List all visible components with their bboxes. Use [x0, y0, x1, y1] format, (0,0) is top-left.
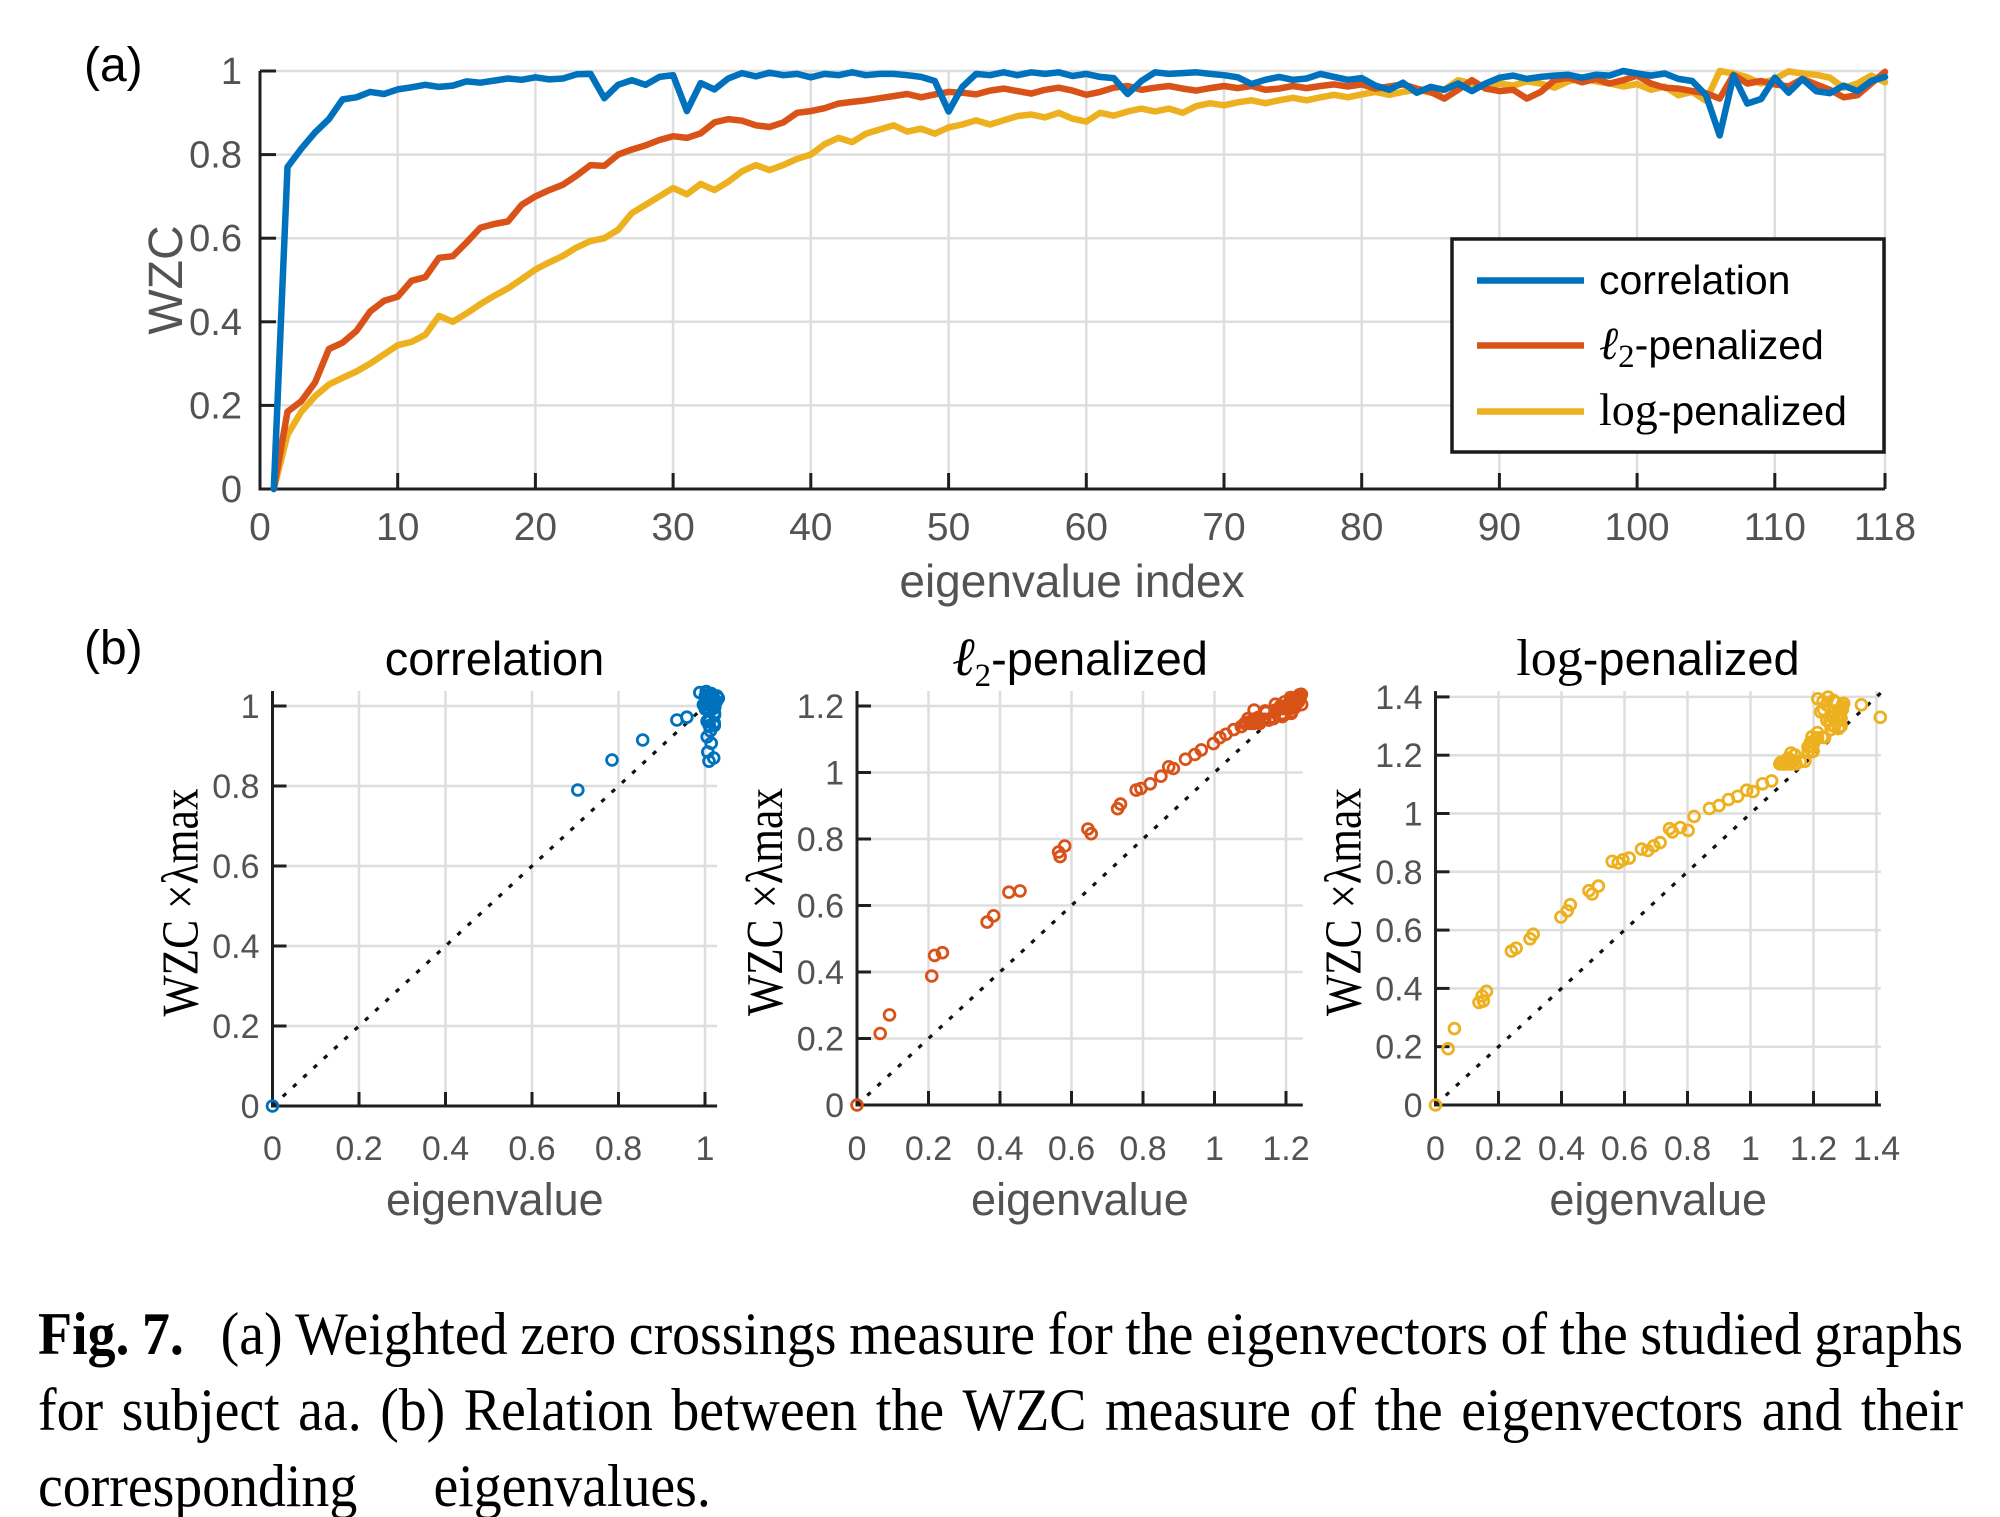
svg-text:10: 10 — [376, 506, 419, 549]
svg-text:1: 1 — [1404, 796, 1423, 834]
svg-text:0: 0 — [241, 1088, 260, 1126]
svg-text:0.8: 0.8 — [1375, 854, 1422, 892]
svg-text:0.6: 0.6 — [1601, 1130, 1648, 1168]
svg-text:40: 40 — [789, 506, 832, 549]
svg-text:1: 1 — [1741, 1130, 1760, 1168]
svg-text:WZC ×λmax: WZC ×λmax — [1316, 788, 1373, 1016]
svg-text:80: 80 — [1340, 506, 1383, 549]
svg-text:WZC: WZC — [140, 225, 193, 334]
svg-text:110: 110 — [1744, 506, 1806, 549]
svg-text:0: 0 — [825, 1087, 844, 1125]
svg-text:0.6: 0.6 — [212, 848, 259, 886]
svg-text:1.2: 1.2 — [797, 688, 844, 726]
svg-text:log-penalized: log-penalized — [1599, 384, 1847, 435]
svg-text:0: 0 — [1404, 1087, 1423, 1125]
svg-text:WZC ×λmax: WZC ×λmax — [737, 788, 794, 1016]
svg-text:0.4: 0.4 — [1538, 1130, 1585, 1168]
svg-text:90: 90 — [1478, 506, 1521, 549]
svg-text:eigenvalue: eigenvalue — [386, 1174, 604, 1225]
svg-text:0.4: 0.4 — [422, 1130, 469, 1168]
svg-text:0.6: 0.6 — [1048, 1130, 1095, 1168]
svg-text:log-penalized: log-penalized — [1516, 630, 1799, 687]
svg-text:100: 100 — [1605, 506, 1670, 549]
svg-text:1.2: 1.2 — [1262, 1130, 1309, 1168]
svg-text:1: 1 — [696, 1130, 715, 1168]
svg-text:0.8: 0.8 — [797, 821, 844, 859]
svg-text:118: 118 — [1854, 506, 1916, 549]
svg-text:50: 50 — [927, 506, 970, 549]
svg-text:0.2: 0.2 — [1475, 1130, 1522, 1168]
svg-text:1.4: 1.4 — [1375, 679, 1422, 717]
svg-text:0.6: 0.6 — [189, 218, 242, 260]
svg-text:0: 0 — [249, 506, 271, 549]
svg-text:0.4: 0.4 — [212, 928, 259, 966]
svg-text:0.2: 0.2 — [1375, 1029, 1422, 1067]
svg-text:eigenvalue: eigenvalue — [971, 1174, 1189, 1225]
svg-text:0.2: 0.2 — [797, 1021, 844, 1059]
svg-text:eigenvalue: eigenvalue — [1549, 1174, 1767, 1225]
svg-text:0.4: 0.4 — [189, 302, 242, 344]
svg-text:1: 1 — [241, 688, 260, 726]
svg-text:(a): (a) — [84, 39, 143, 92]
svg-text:0.8: 0.8 — [1664, 1130, 1711, 1168]
svg-text:1.2: 1.2 — [1790, 1130, 1837, 1168]
svg-text:correlation: correlation — [1599, 257, 1790, 303]
svg-text:0.2: 0.2 — [189, 385, 242, 427]
svg-text:30: 30 — [651, 506, 694, 549]
svg-text:1: 1 — [221, 51, 242, 93]
svg-text:70: 70 — [1202, 506, 1245, 549]
svg-text:0.4: 0.4 — [976, 1130, 1023, 1168]
svg-text:1: 1 — [825, 755, 844, 793]
svg-text:20: 20 — [514, 506, 557, 549]
svg-text:60: 60 — [1065, 506, 1108, 549]
svg-text:0: 0 — [848, 1130, 867, 1168]
svg-text:correlation: correlation — [385, 632, 604, 685]
svg-text:0.8: 0.8 — [189, 135, 242, 177]
svg-text:WZC ×λmax: WZC ×λmax — [153, 789, 210, 1017]
svg-text:1: 1 — [1205, 1130, 1224, 1168]
svg-text:0.8: 0.8 — [595, 1130, 642, 1168]
svg-text:1.4: 1.4 — [1853, 1130, 1900, 1168]
svg-text:0.6: 0.6 — [797, 888, 844, 926]
svg-text:0.8: 0.8 — [212, 768, 259, 806]
svg-text:0.6: 0.6 — [508, 1130, 555, 1168]
svg-text:0.2: 0.2 — [335, 1130, 382, 1168]
svg-text:0.8: 0.8 — [1119, 1130, 1166, 1168]
svg-text:ℓ2-penalized: ℓ2-penalized — [952, 627, 1208, 694]
svg-text:0.4: 0.4 — [1375, 970, 1422, 1008]
svg-text:0.6: 0.6 — [1375, 912, 1422, 950]
svg-text:eigenvalue index: eigenvalue index — [899, 555, 1244, 607]
svg-text:1.2: 1.2 — [1375, 737, 1422, 775]
svg-text:0.2: 0.2 — [905, 1130, 952, 1168]
svg-text:0.2: 0.2 — [212, 1008, 259, 1046]
svg-text:0: 0 — [221, 469, 242, 511]
svg-text:(b): (b) — [84, 622, 143, 675]
svg-text:0: 0 — [1426, 1130, 1445, 1168]
svg-text:ℓ2-penalized: ℓ2-penalized — [1599, 318, 1824, 375]
svg-text:0.4: 0.4 — [797, 954, 844, 992]
svg-text:0: 0 — [263, 1130, 282, 1168]
